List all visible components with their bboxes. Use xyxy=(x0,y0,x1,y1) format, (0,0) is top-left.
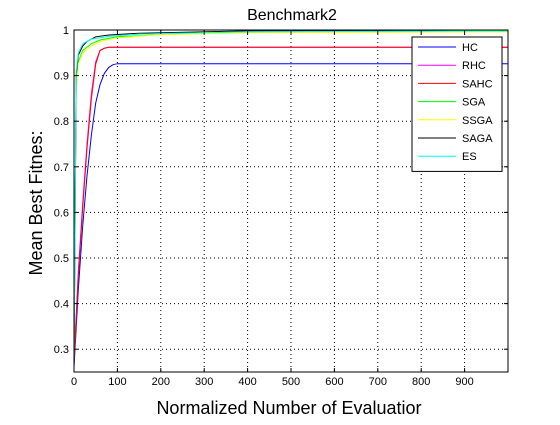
x-tick-label: 700 xyxy=(369,376,387,388)
legend-label-rhc: RHC xyxy=(462,60,486,72)
x-tick-label: 100 xyxy=(108,376,126,388)
x-axis-label: Normalized Number of Evaluatior xyxy=(156,398,421,418)
y-tick-label: 0.4 xyxy=(54,299,69,311)
y-tick-label: 0.3 xyxy=(54,344,69,356)
x-tick-label: 0 xyxy=(71,376,77,388)
y-tick-label: 0.5 xyxy=(54,253,69,265)
x-tick-label: 800 xyxy=(412,376,430,388)
legend-label-hc: HC xyxy=(462,42,478,54)
y-tick-label: 0.8 xyxy=(54,116,69,128)
chart-title: Benchmark2 xyxy=(247,7,337,24)
legend-label-sga: SGA xyxy=(462,97,486,109)
y-tick-label: 0.6 xyxy=(54,207,69,219)
legend-label-saga: SAGA xyxy=(462,133,493,145)
legend-label-es: ES xyxy=(462,151,477,163)
legend-label-ssga: SSGA xyxy=(462,115,493,127)
y-tick-label: 0.7 xyxy=(54,162,69,174)
y-tick-label: 1 xyxy=(63,25,69,37)
legend-label-sahc: SAHC xyxy=(462,78,493,90)
y-tick-label: 0.9 xyxy=(54,71,69,83)
x-tick-label: 500 xyxy=(282,376,300,388)
legend: HC RHC SAHC SGA SSGA SAGA ES xyxy=(412,37,502,171)
x-tick-label: 200 xyxy=(152,376,170,388)
y-axis-label: Mean Best Fitnes: xyxy=(26,130,46,275)
x-tick-label: 900 xyxy=(455,376,473,388)
x-tick-label: 600 xyxy=(325,376,343,388)
legend-box xyxy=(412,37,502,171)
x-tick-label: 400 xyxy=(238,376,256,388)
x-tick-label: 300 xyxy=(195,376,213,388)
